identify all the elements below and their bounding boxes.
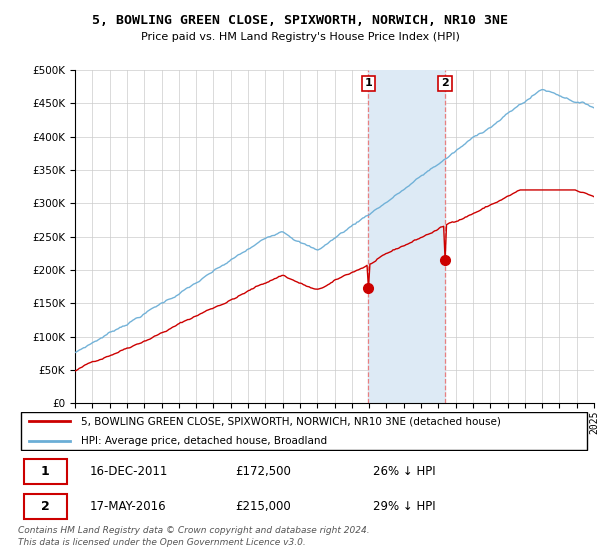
Text: £172,500: £172,500	[236, 465, 292, 478]
Text: 5, BOWLING GREEN CLOSE, SPIXWORTH, NORWICH, NR10 3NE: 5, BOWLING GREEN CLOSE, SPIXWORTH, NORWI…	[92, 14, 508, 27]
FancyBboxPatch shape	[24, 459, 67, 484]
Text: 17-MAY-2016: 17-MAY-2016	[89, 500, 166, 513]
Text: 5, BOWLING GREEN CLOSE, SPIXWORTH, NORWICH, NR10 3NE (detached house): 5, BOWLING GREEN CLOSE, SPIXWORTH, NORWI…	[81, 417, 501, 426]
Text: 16-DEC-2011: 16-DEC-2011	[89, 465, 168, 478]
FancyBboxPatch shape	[24, 493, 67, 520]
Text: 26% ↓ HPI: 26% ↓ HPI	[373, 465, 436, 478]
FancyBboxPatch shape	[21, 412, 587, 450]
Text: 1: 1	[41, 465, 50, 478]
Text: Price paid vs. HM Land Registry's House Price Index (HPI): Price paid vs. HM Land Registry's House …	[140, 32, 460, 43]
Text: 2: 2	[441, 78, 449, 88]
Text: 29% ↓ HPI: 29% ↓ HPI	[373, 500, 436, 513]
Text: 2: 2	[41, 500, 50, 513]
Text: Contains HM Land Registry data © Crown copyright and database right 2024.
This d: Contains HM Land Registry data © Crown c…	[18, 526, 370, 547]
Text: £215,000: £215,000	[236, 500, 292, 513]
Bar	[368, 70, 445, 403]
Text: HPI: Average price, detached house, Broadland: HPI: Average price, detached house, Broa…	[81, 436, 327, 446]
Text: 1: 1	[365, 78, 372, 88]
